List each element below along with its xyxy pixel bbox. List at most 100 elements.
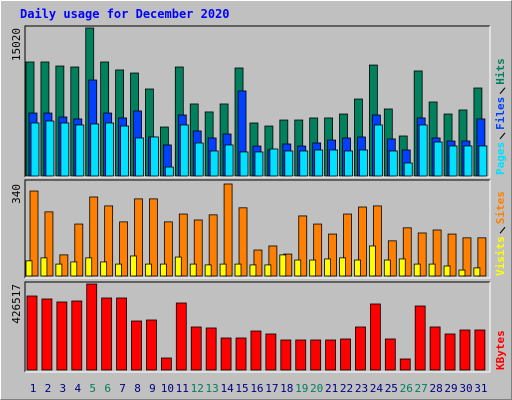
bar: [432, 229, 442, 277]
bar: [344, 150, 353, 177]
bar: [101, 297, 113, 371]
bar: [238, 207, 248, 277]
bar: [179, 124, 189, 177]
bar: [462, 237, 472, 277]
bar: [189, 263, 197, 277]
bar: [373, 124, 383, 177]
bar: [343, 213, 352, 277]
x-tick-label: 20: [310, 382, 323, 395]
bar: [119, 221, 128, 277]
bar: [428, 263, 436, 277]
bar: [146, 319, 157, 371]
bar: [26, 295, 38, 371]
bar: [135, 137, 144, 177]
bar: [89, 196, 99, 277]
bar: [71, 300, 83, 371]
bar: [193, 219, 203, 277]
bar: [130, 255, 137, 277]
x-tick-label: 24: [370, 382, 384, 395]
bar: [299, 150, 309, 177]
bar: [220, 337, 232, 371]
x-tick-label: 25: [385, 382, 398, 395]
x-tick-label: 1: [30, 382, 37, 395]
bar: [403, 162, 413, 177]
legend-label: Files: [494, 97, 507, 130]
bar: [104, 205, 114, 277]
bar: [249, 264, 257, 277]
x-tick-label: 14: [220, 382, 234, 395]
bar: [25, 260, 33, 277]
bar: [328, 233, 338, 277]
bar: [204, 264, 212, 277]
bar: [310, 339, 322, 371]
bar: [314, 149, 324, 177]
bar: [269, 148, 279, 177]
x-tick-label: 6: [104, 382, 111, 395]
panel-edge-dark: [24, 281, 490, 372]
bar: [131, 320, 142, 371]
panel-edge-light: [25, 282, 491, 373]
bar: [74, 223, 84, 277]
bar: [254, 151, 264, 177]
bar: [477, 237, 487, 277]
legend-label: Pages: [494, 142, 507, 175]
bar: [70, 261, 78, 277]
bar: [324, 258, 332, 277]
bar: [355, 326, 366, 371]
x-tick-label: 11: [176, 382, 189, 395]
x-tick-label: 7: [119, 382, 126, 395]
x-tick-label: 27: [415, 382, 428, 395]
bar: [149, 198, 158, 277]
bar: [474, 329, 486, 371]
legend-label: Hits: [494, 58, 507, 85]
bar: [209, 150, 219, 177]
bar: [159, 263, 167, 277]
bar: [369, 303, 381, 371]
bar: [30, 122, 40, 177]
bar: [90, 123, 100, 177]
bar: [383, 259, 391, 277]
bar: [313, 223, 323, 277]
bar: [223, 183, 233, 277]
bar: [340, 338, 351, 371]
x-tick-label: 22: [340, 382, 353, 395]
panel-edge-light: [25, 180, 491, 279]
x-tick-label: 18: [280, 382, 293, 395]
bar: [134, 198, 143, 277]
x-tick-label: 28: [429, 382, 442, 395]
x-tick-label: 13: [206, 382, 219, 395]
x-tick-label: 30: [459, 382, 472, 395]
bar: [279, 254, 287, 277]
x-tick-label: 19: [295, 382, 308, 395]
bar: [444, 333, 456, 371]
x-tick-label: 3: [60, 382, 67, 395]
legend-separator: [499, 87, 506, 95]
bar: [145, 263, 152, 277]
bar: [329, 149, 339, 177]
bar: [399, 358, 411, 371]
x-tick-label: 15: [235, 382, 248, 395]
bar: [55, 263, 63, 277]
bar: [174, 256, 182, 277]
bar: [190, 326, 202, 371]
x-tick-label: 29: [444, 382, 457, 395]
bar: [458, 269, 466, 277]
bar: [205, 327, 217, 371]
bar: [433, 141, 443, 177]
bar: [359, 149, 368, 177]
bar: [120, 125, 129, 177]
bar: [309, 259, 317, 277]
bar: [164, 166, 174, 177]
bar: [40, 257, 48, 277]
bar: [268, 245, 278, 277]
x-tick-label: 4: [74, 382, 81, 395]
bar: [384, 338, 396, 371]
bar: [354, 259, 361, 277]
bar: [372, 205, 382, 277]
bar: [116, 297, 127, 371]
x-tick-label: 16: [250, 382, 263, 395]
x-tick-label: 12: [191, 382, 204, 395]
bar: [414, 305, 426, 371]
